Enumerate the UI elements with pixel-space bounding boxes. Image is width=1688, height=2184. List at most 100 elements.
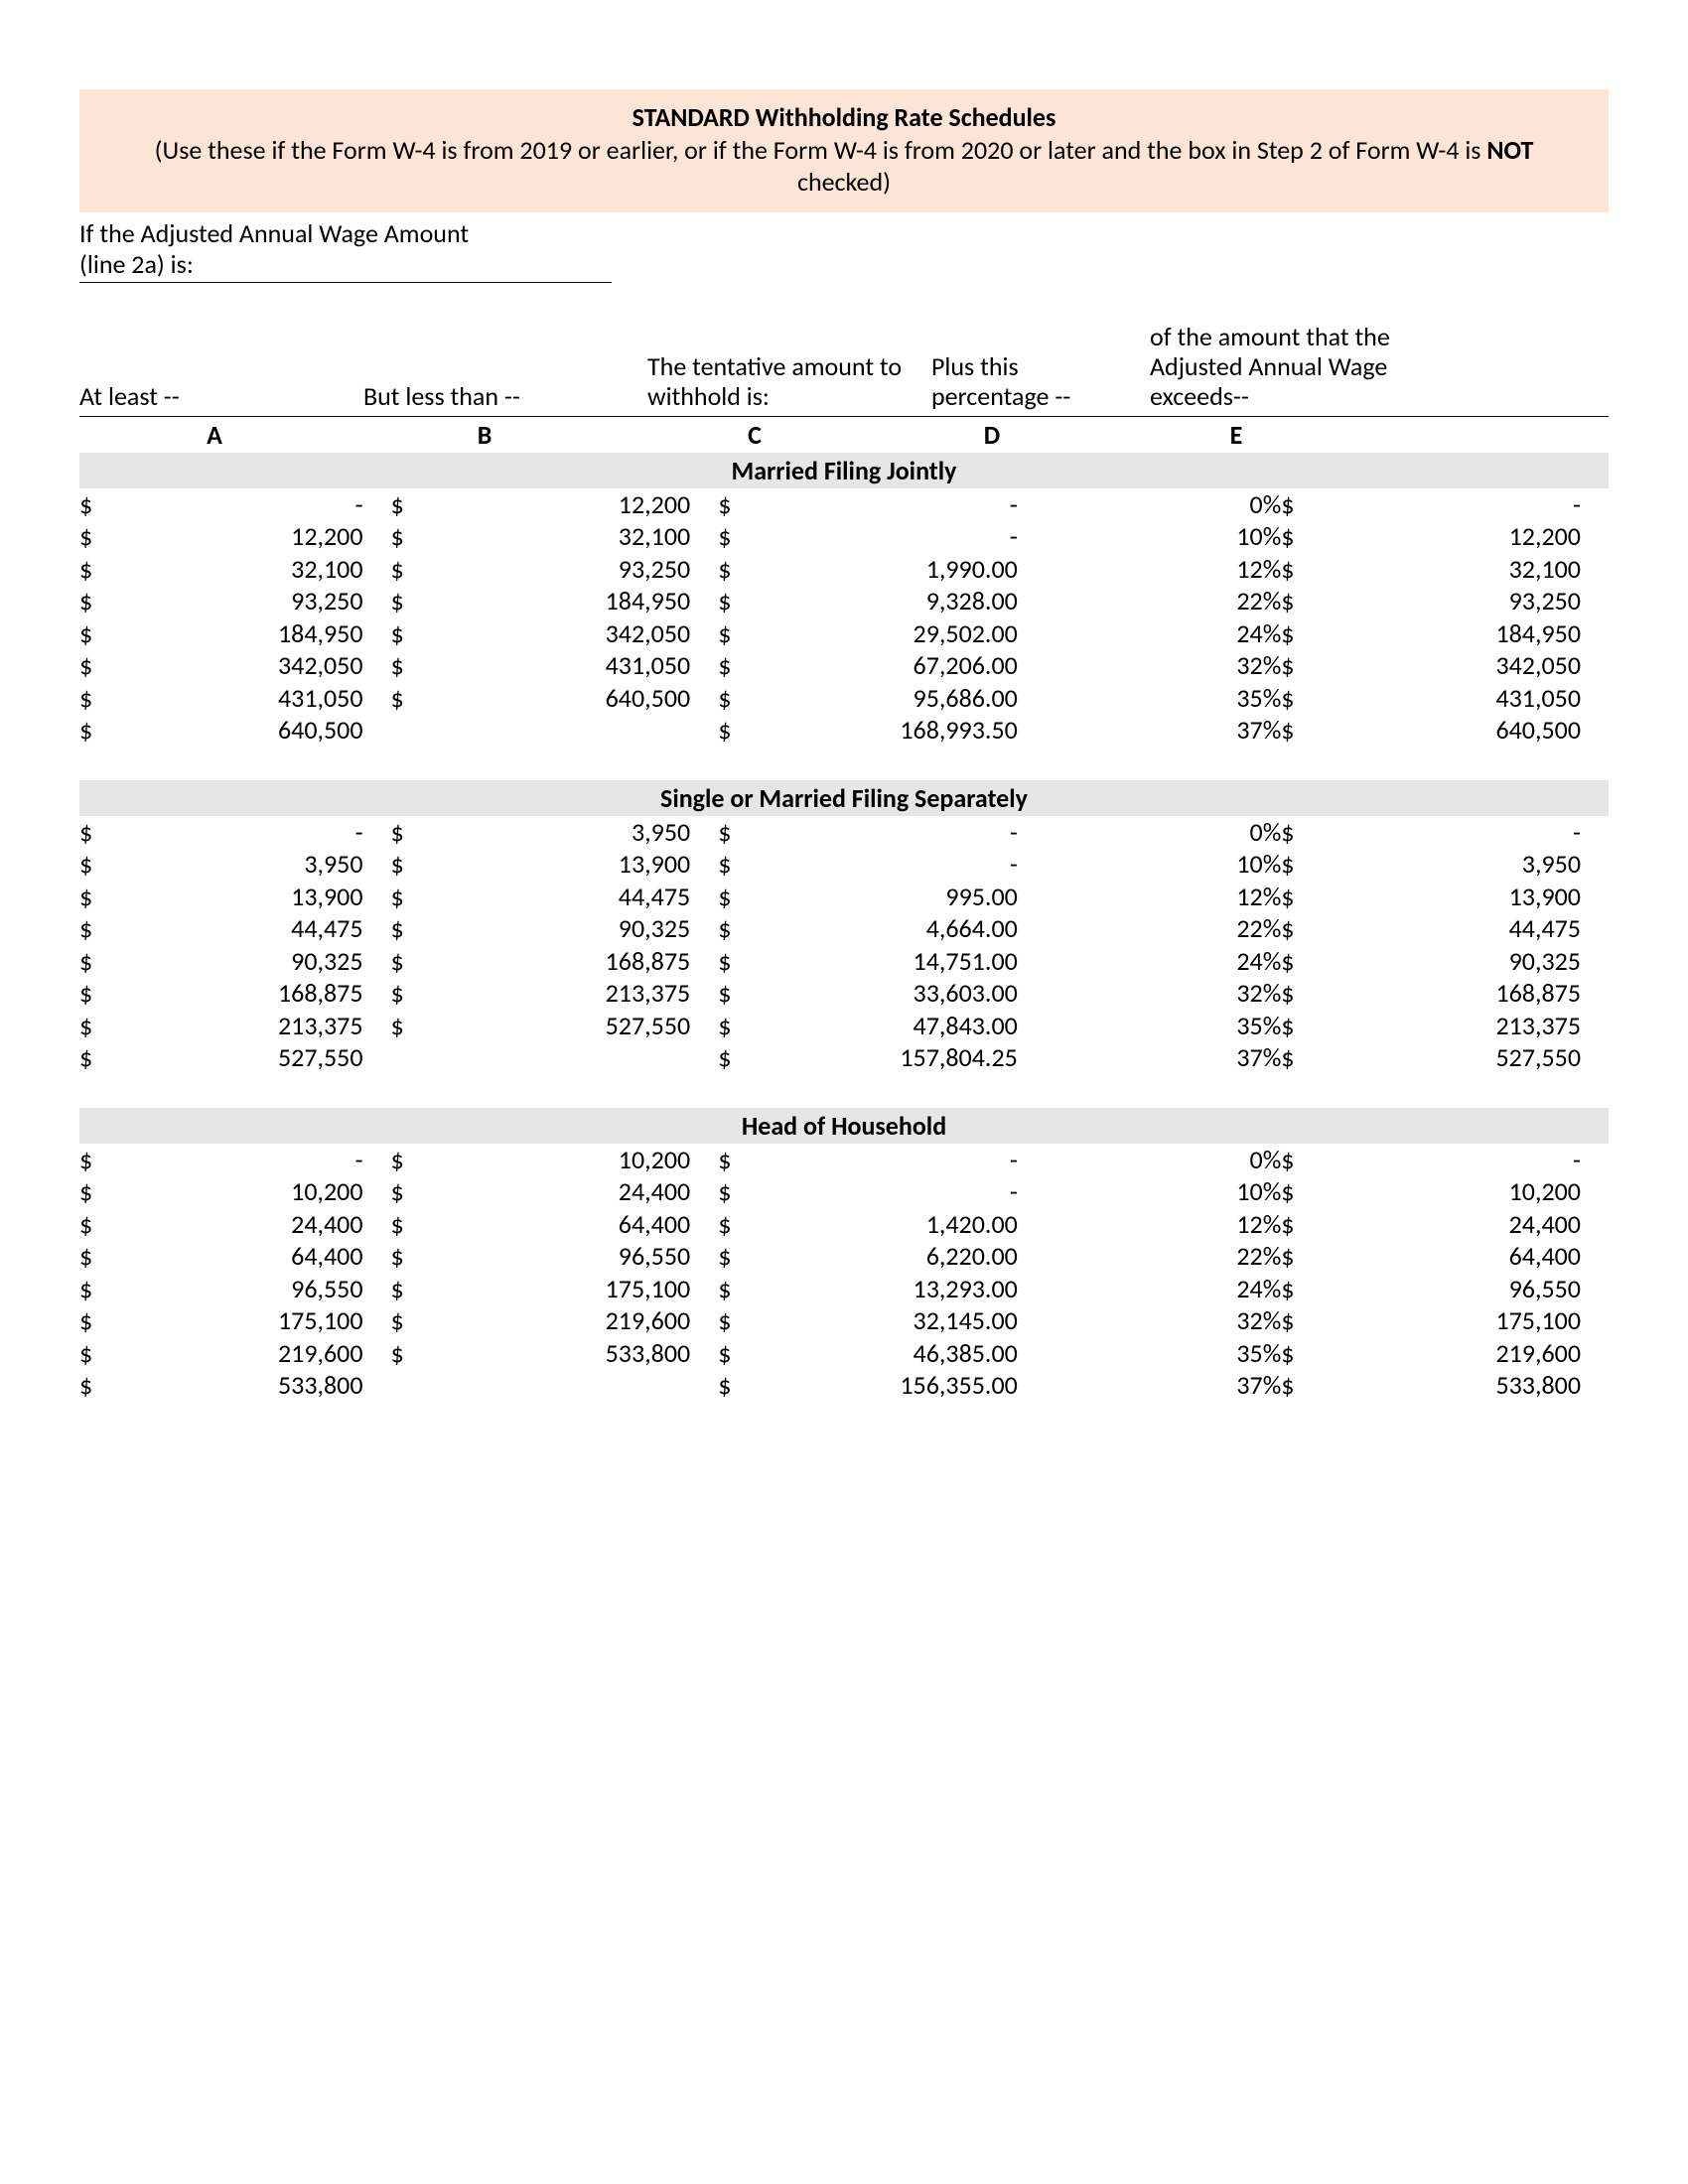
table-row: $12,200$32,100$-10%$12,200 [79,520,1609,553]
table-row: $640,500$168,993.5037%$640,500 [79,714,1609,747]
money-cell: $- [1281,816,1609,849]
money-cell: $9,328.00 [718,585,1046,617]
bracket-table: $-$10,200$-0%$-$10,200$24,400$-10%$10,20… [79,1144,1609,1402]
money-cell: $- [79,1144,391,1176]
percentage-cell: 35% [1046,1337,1281,1370]
letter-d: D [890,419,1094,451]
money-cell: $- [79,816,391,849]
money-cell: $24,400 [391,1175,719,1208]
percentage-cell: 12% [1046,881,1281,913]
intro: If the Adjusted Annual Wage Amount (line… [79,218,1609,283]
table-row: $90,325$168,875$14,751.0024%$90,325 [79,945,1609,978]
money-cell: $184,950 [1281,617,1609,650]
money-cell: $168,993.50 [718,714,1046,747]
money-cell: $- [718,848,1046,881]
money-cell: $64,400 [391,1208,719,1241]
column-headers: At least -- But less than -- The tentati… [79,323,1609,417]
money-cell: $32,145.00 [718,1304,1046,1337]
money-cell: $640,500 [1281,714,1609,747]
bracket-table: $-$12,200$-0%$-$12,200$32,100$-10%$12,20… [79,488,1609,747]
money-cell: $46,385.00 [718,1337,1046,1370]
money-cell: $10,200 [1281,1175,1609,1208]
money-cell: $13,293.00 [718,1273,1046,1305]
money-cell: $219,600 [79,1337,391,1370]
table-row: $93,250$184,950$9,328.0022%$93,250 [79,585,1609,617]
money-cell: $995.00 [718,881,1046,913]
money-cell: $3,950 [1281,848,1609,881]
percentage-cell: 10% [1046,520,1281,553]
money-cell: $96,550 [1281,1273,1609,1305]
money-cell: $93,250 [79,585,391,617]
money-cell: $12,200 [1281,520,1609,553]
money-cell: $3,950 [79,848,391,881]
percentage-cell: 37% [1046,714,1281,747]
money-cell: $4,664.00 [718,912,1046,945]
percentage-cell: 0% [1046,488,1281,521]
money-cell: $431,050 [1281,682,1609,715]
sections-container: Married Filing Jointly$-$12,200$-0%$-$12… [79,453,1609,1402]
percentage-cell: 32% [1046,1304,1281,1337]
banner-sub-after: checked) [797,166,891,198]
percentage-cell: 0% [1046,1144,1281,1176]
money-cell: $90,325 [79,945,391,978]
percentage-cell: 32% [1046,977,1281,1010]
table-row: $175,100$219,600$32,145.0032%$175,100 [79,1304,1609,1337]
money-cell: $29,502.00 [718,617,1046,650]
money-cell: $90,325 [1281,945,1609,978]
money-cell: $93,250 [391,553,719,586]
section-title: Single or Married Filing Separately [79,780,1609,816]
header-e: of the amount that the Adjusted Annual W… [1150,323,1420,412]
table-row: $96,550$175,100$13,293.0024%$96,550 [79,1273,1609,1305]
money-cell: $157,804.25 [718,1041,1046,1074]
percentage-cell: 12% [1046,1208,1281,1241]
table-row: $13,900$44,475$995.0012%$13,900 [79,881,1609,913]
percentage-cell: 10% [1046,1175,1281,1208]
money-cell: $168,875 [1281,977,1609,1010]
banner: STANDARD Withholding Rate Schedules (Use… [79,89,1609,212]
money-cell: $175,100 [391,1273,719,1305]
money-cell: $- [79,488,391,521]
money-cell: $13,900 [1281,881,1609,913]
percentage-cell: 22% [1046,1240,1281,1273]
money-cell: $342,050 [391,617,719,650]
table-row: $-$3,950$-0%$- [79,816,1609,849]
money-cell: $533,800 [1281,1369,1609,1402]
letter-c: C [620,419,890,451]
percentage-cell: 35% [1046,1010,1281,1042]
table-row: $527,550$157,804.2537%$527,550 [79,1041,1609,1074]
money-cell: $175,100 [1281,1304,1609,1337]
table-row: $342,050$431,050$67,206.0032%$342,050 [79,649,1609,682]
money-cell: $44,475 [79,912,391,945]
money-cell: $32,100 [79,553,391,586]
table-row: $3,950$13,900$-10%$3,950 [79,848,1609,881]
money-cell: $527,550 [79,1041,391,1074]
money-cell: $213,375 [79,1010,391,1042]
percentage-cell: 10% [1046,848,1281,881]
money-cell: $33,603.00 [718,977,1046,1010]
percentage-cell: 24% [1046,617,1281,650]
money-cell: $13,900 [79,881,391,913]
money-cell: $95,686.00 [718,682,1046,715]
money-cell: $168,875 [391,945,719,978]
table-row: $219,600$533,800$46,385.0035%$219,600 [79,1337,1609,1370]
money-cell: $32,100 [391,520,719,553]
money-cell: $168,875 [79,977,391,1010]
money-cell: $24,400 [1281,1208,1609,1241]
table-row: $44,475$90,325$4,664.0022%$44,475 [79,912,1609,945]
money-cell: $- [718,488,1046,521]
money-cell: $431,050 [391,649,719,682]
money-cell: $527,550 [391,1010,719,1042]
money-cell: $640,500 [391,682,719,715]
money-cell: $12,200 [391,488,719,521]
money-cell: $156,355.00 [718,1369,1046,1402]
money-cell: $96,550 [79,1273,391,1305]
money-cell: $- [718,1175,1046,1208]
money-cell: $24,400 [79,1208,391,1241]
section-title: Head of Household [79,1108,1609,1144]
table-row: $213,375$527,550$47,843.0035%$213,375 [79,1010,1609,1042]
percentage-cell: 22% [1046,912,1281,945]
money-cell: $10,200 [391,1144,719,1176]
money-cell: $44,475 [391,881,719,913]
table-row: $-$12,200$-0%$- [79,488,1609,521]
column-letters: A B C D E [79,417,1609,453]
